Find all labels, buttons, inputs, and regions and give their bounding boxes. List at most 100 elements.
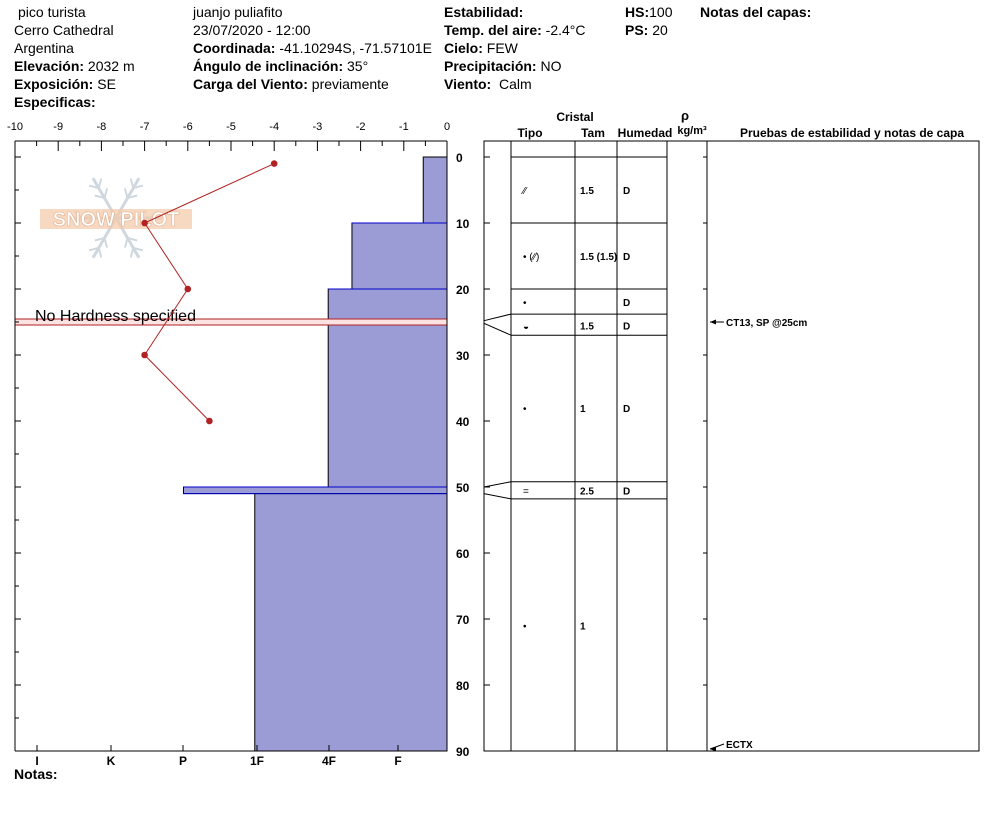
hardness-layer-4 bbox=[182, 486, 448, 495]
temperature-point bbox=[206, 417, 213, 425]
header-type: Tipo bbox=[517, 126, 542, 140]
precipitation-field: Precipitación: NO bbox=[444, 58, 562, 74]
header-rho: ρ bbox=[681, 108, 689, 123]
depth-tick-label: 20 bbox=[456, 283, 470, 297]
temperature-point bbox=[141, 351, 148, 359]
snowflake-branch bbox=[88, 184, 100, 190]
snowflake-branch bbox=[97, 247, 103, 258]
depth-tick-label: 70 bbox=[456, 613, 470, 627]
temp-tick-label: -8 bbox=[97, 121, 107, 133]
wind-load-field: Carga del Viento: previamente bbox=[193, 76, 389, 92]
depth-tick-label: 90 bbox=[456, 745, 470, 759]
temperature-line bbox=[143, 163, 275, 422]
temp-tick-label: -5 bbox=[226, 121, 236, 133]
hardness-label: 1F bbox=[250, 754, 264, 768]
temperature-point bbox=[184, 285, 192, 293]
observer-name: juanjo puliafito bbox=[193, 4, 283, 20]
hs-field: HS:100 bbox=[625, 4, 673, 20]
hardness-label: P bbox=[179, 754, 187, 768]
hardness-label: I bbox=[35, 754, 38, 768]
snowflake-branch bbox=[94, 236, 105, 242]
layer-size-6: 2.5 bbox=[580, 486, 594, 497]
temp-tick-label: -10 bbox=[7, 121, 23, 133]
layer-humidity-1: D bbox=[623, 186, 630, 197]
layer-type-5: • bbox=[523, 404, 527, 415]
snowflake-branch bbox=[127, 194, 138, 200]
layer-size-7: 1 bbox=[580, 622, 586, 633]
datetime: 23/07/2020 - 12:00 bbox=[193, 22, 311, 38]
snowflake-branch bbox=[132, 246, 144, 252]
area-name: Cerro Cathedral bbox=[14, 22, 114, 38]
layer-connector bbox=[483, 313, 512, 322]
layer-humidity-2: D bbox=[623, 252, 630, 263]
notes-label: Notas: bbox=[14, 766, 58, 782]
layer-type-7: • bbox=[523, 622, 527, 633]
layer-table: Cristal Tipo Tam Humedad ρ kg/m³ Pruebas de es… bbox=[483, 108, 980, 752]
layer-type-3: • bbox=[523, 298, 527, 309]
layer-type-1: ⁄⁄ bbox=[520, 186, 528, 197]
depth-tick-label: 10 bbox=[456, 217, 470, 231]
snowflake-branch bbox=[132, 184, 144, 190]
test-arrow-head bbox=[710, 746, 716, 752]
depth-tick-label: 60 bbox=[456, 547, 470, 561]
header-humidity: Humedad bbox=[618, 126, 673, 140]
temp-tick-label: 0 bbox=[444, 121, 450, 133]
header-tests: Pruebas de estabilidad y notas de capa bbox=[740, 126, 964, 140]
hardness-bars bbox=[182, 156, 448, 752]
depth-tick-label: 80 bbox=[456, 679, 470, 693]
temp-tick-label: -2 bbox=[356, 121, 366, 133]
exposure-field: Exposición: SE bbox=[14, 76, 116, 92]
header-rho-unit: kg/m³ bbox=[677, 125, 707, 137]
elevation-field: Elevación: 2032 m bbox=[14, 58, 135, 74]
hardness-label: F bbox=[394, 754, 401, 768]
snowflake-branch bbox=[123, 188, 129, 199]
layer-type-4: ◒ bbox=[523, 321, 529, 332]
slope-field: Ángulo de inclinación: 35° bbox=[193, 58, 369, 74]
layer-humidity-6: D bbox=[623, 486, 630, 497]
temp-tick-label: -3 bbox=[313, 121, 323, 133]
temp-tick-label: -1 bbox=[399, 121, 409, 133]
header-size: Tam bbox=[581, 126, 605, 140]
hardness-label: 4F bbox=[322, 754, 336, 768]
wind-field: Viento: Calm bbox=[444, 76, 532, 92]
stability-field: Estabilidad: bbox=[444, 4, 524, 20]
layer-type-6: = bbox=[523, 486, 529, 497]
hardness-layer-1 bbox=[422, 156, 448, 224]
layer-connector bbox=[483, 481, 512, 488]
header-crystal: Cristal bbox=[556, 110, 593, 124]
table-frame bbox=[483, 140, 980, 752]
snowflake-branch bbox=[103, 188, 109, 199]
ps-field: PS: 20 bbox=[625, 22, 668, 38]
layer-humidity-3: D bbox=[623, 298, 630, 309]
snowflake-branch bbox=[88, 246, 100, 252]
watermark-text: SNOW PILOT bbox=[53, 209, 180, 231]
test-note-1: CT13, SP @25cm bbox=[726, 318, 807, 329]
hardness-layer-2 bbox=[351, 222, 448, 290]
snowflake-branch bbox=[129, 178, 135, 189]
depth-tick-label: 0 bbox=[456, 151, 463, 165]
temp-tick-label: -6 bbox=[183, 121, 193, 133]
temperature-point bbox=[141, 219, 148, 227]
depth-tick-label: 30 bbox=[456, 349, 470, 363]
snowpilot-watermark: SNOW PILOT bbox=[40, 177, 192, 259]
profile-axes: -10 -9 -8 -7 -6 -5 -4 -3 -2 -1 0010203040506070809… bbox=[7, 121, 470, 768]
specifics-field: Especificas: bbox=[14, 94, 96, 110]
layer-type-2: • (⁄⁄) bbox=[523, 252, 539, 263]
warning-text: No Hardness specified bbox=[35, 308, 196, 325]
snowflake-branch bbox=[97, 178, 103, 189]
temperature-profile bbox=[141, 160, 278, 425]
test-arrow-head bbox=[710, 319, 716, 325]
layer-size-4: 1.5 bbox=[580, 321, 594, 332]
depth-tick-label: 50 bbox=[456, 481, 470, 495]
layer-size-2: 1.5 (1.5) bbox=[580, 252, 617, 263]
snowflake-branch bbox=[94, 194, 105, 200]
layer-notes-field: Notas del capas: bbox=[700, 4, 812, 20]
layer-humidity-4: D bbox=[623, 321, 630, 332]
hardness-layer-5 bbox=[254, 493, 448, 752]
temp-tick-label: -9 bbox=[53, 121, 63, 133]
temp-tick-label: -7 bbox=[140, 121, 150, 133]
layer-size-1: 1.5 bbox=[580, 186, 594, 197]
country-name: Argentina bbox=[14, 40, 74, 56]
watermark-band bbox=[40, 209, 192, 229]
